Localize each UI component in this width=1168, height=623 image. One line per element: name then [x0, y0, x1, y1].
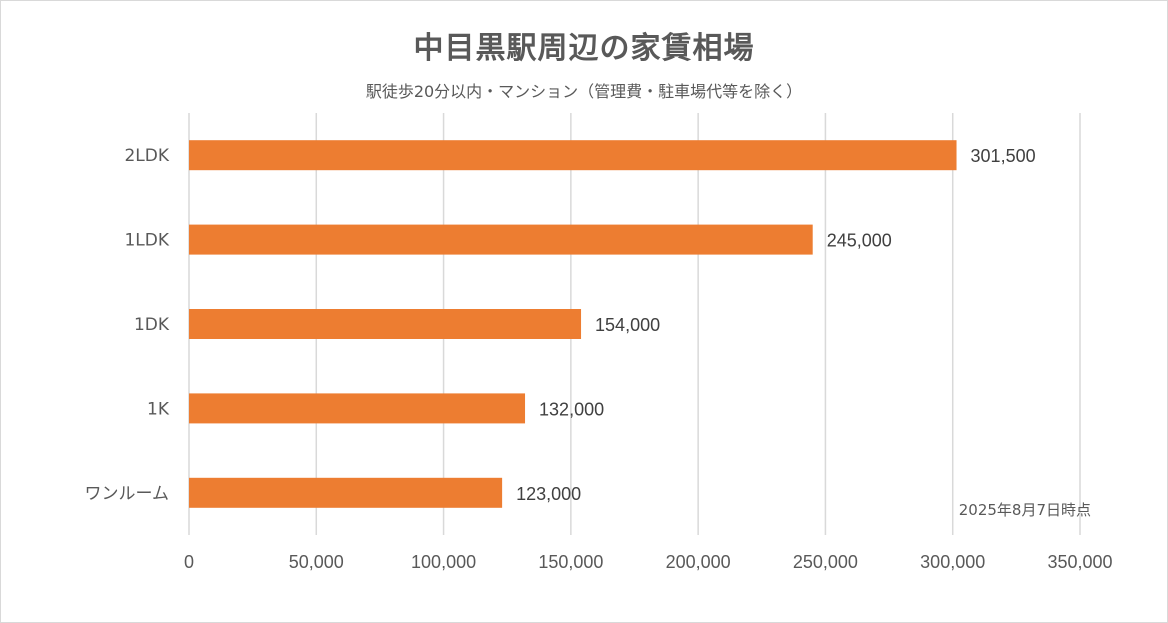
chart-subtitle: 駅徒歩20分以内・マンション（管理費・駐車場代等を除く）	[365, 82, 803, 101]
x-tick-label: 0	[184, 552, 194, 572]
bar	[189, 309, 582, 339]
category-label: 1DK	[134, 315, 170, 335]
bar	[189, 140, 957, 171]
x-tick-label: 150,000	[538, 552, 603, 572]
category-label: ワンルーム	[85, 484, 170, 504]
bar	[189, 477, 503, 508]
data-label: 301,500	[971, 146, 1036, 166]
x-tick-label: 250,000	[793, 552, 858, 572]
category-labels: 2LDK 1LDK 1DK 1K ワンルーム	[85, 146, 170, 504]
chart-title: 中目黒駅周辺の家賃相場	[413, 31, 755, 66]
bar	[189, 224, 813, 255]
date-annotation: 2025年8月7日時点	[959, 501, 1091, 519]
x-tick-label: 100,000	[411, 552, 476, 572]
bars	[189, 140, 957, 508]
data-label: 132,000	[539, 399, 604, 419]
category-label: 1K	[147, 399, 170, 419]
x-tick-label: 300,000	[920, 552, 985, 572]
data-labels: 301,500 245,000 154,000 132,000 123,000	[516, 146, 1035, 504]
category-label: 2LDK	[124, 146, 169, 166]
category-label: 1LDK	[124, 231, 169, 251]
data-label: 123,000	[516, 484, 581, 504]
x-tick-label: 200,000	[666, 552, 731, 572]
x-tick-labels: 0 50,000 100,000 150,000 200,000 250,000 300,0…	[184, 552, 1113, 572]
x-tick-label: 350,000	[1047, 552, 1112, 572]
data-label: 154,000	[595, 315, 660, 335]
bar	[189, 393, 526, 424]
data-label: 245,000	[827, 231, 892, 251]
x-tick-label: 50,000	[289, 552, 344, 572]
